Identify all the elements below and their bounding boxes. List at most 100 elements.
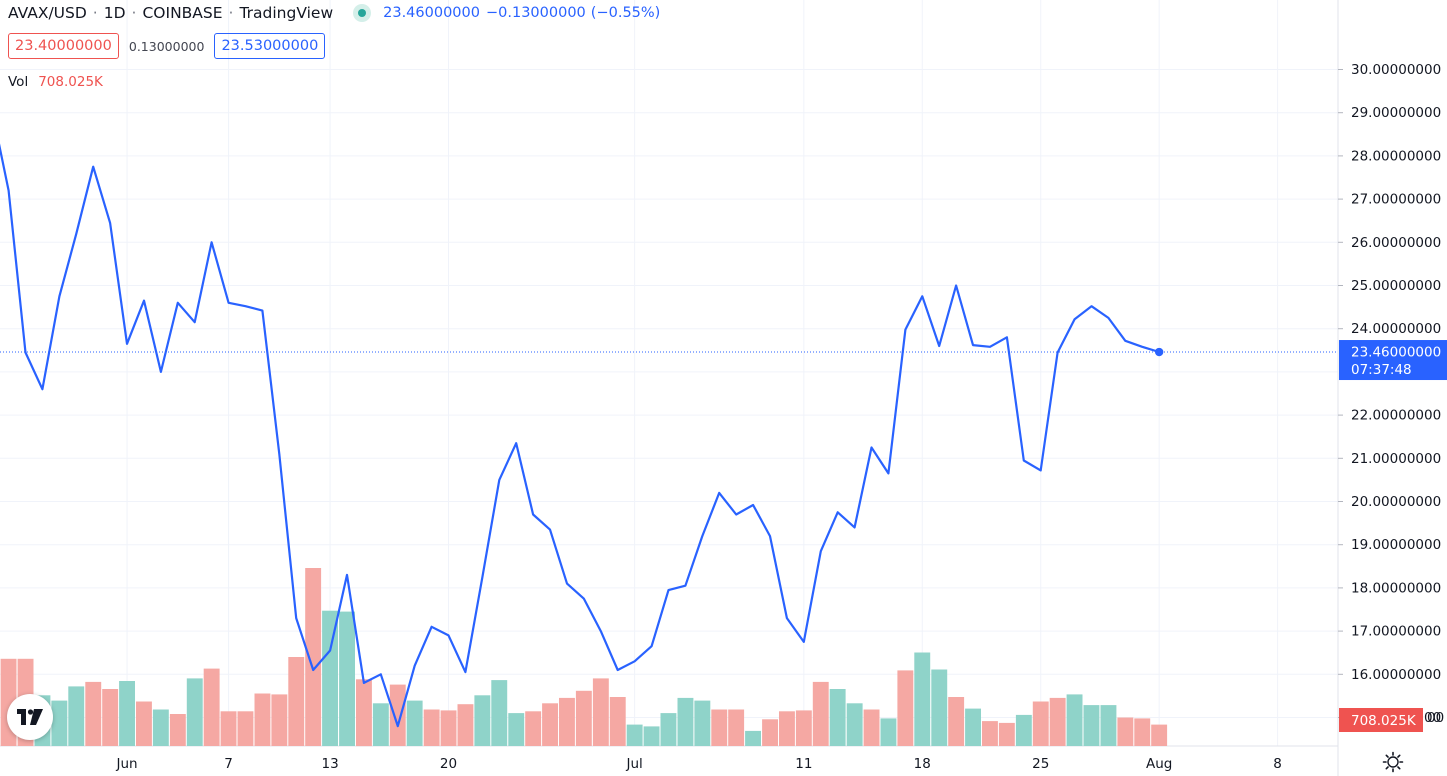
volume-bar <box>186 678 203 746</box>
volume-bar <box>1134 718 1151 746</box>
volume-bar <box>406 700 423 746</box>
volume-bar <box>356 679 372 747</box>
time-axis: Jun 7 13 20 Jul 11 18 25 Aug 8 <box>115 756 1281 772</box>
price-tick-label: 30.00000000 <box>1351 62 1441 78</box>
price-tick-label: 29.00000000 <box>1351 105 1441 121</box>
volume-bar <box>643 726 660 746</box>
volume-bar <box>169 714 186 746</box>
volume-legend: Vol 708.025K <box>8 74 103 90</box>
volume-bar <box>1032 701 1049 746</box>
price-change-percent: (−0.55%) <box>590 5 661 21</box>
volume-bar <box>542 703 558 746</box>
volume-bar <box>711 709 728 746</box>
price-tick-label: 20.00000000 <box>1351 494 1441 510</box>
volume-tag-bg <box>1339 708 1423 732</box>
time-tick-label: 25 <box>1032 756 1049 772</box>
time-tick-label: 13 <box>321 756 338 772</box>
price-change: −0.13000000 <box>486 5 586 21</box>
time-tick-label: 8 <box>1273 756 1282 772</box>
price-tick-label: 21.00000000 <box>1351 451 1441 467</box>
countdown-timer: 07:37:48 <box>1351 362 1412 378</box>
volume-bar <box>880 718 897 746</box>
price-tick-label: 22.00000000 <box>1351 408 1441 424</box>
volume-bar <box>389 684 406 746</box>
symbol-name[interactable]: AVAX/USD <box>8 4 87 22</box>
volume-bar <box>609 697 626 746</box>
time-tick-label: Jun <box>115 756 137 772</box>
volume-label: Vol <box>8 74 29 90</box>
time-tick-label: 11 <box>795 756 812 772</box>
volume-bar <box>136 701 152 746</box>
volume-bar <box>474 695 491 746</box>
price-axis: 15.0000000016.0000000017.0000000018.0000… <box>1338 62 1441 726</box>
volume-bar <box>85 681 102 746</box>
volume-bar <box>220 711 237 746</box>
volume-bar <box>102 689 119 746</box>
volume-bar <box>592 678 609 746</box>
volume-tag-value: 708.025K <box>1351 713 1417 729</box>
time-tick-label: Jul <box>625 756 642 772</box>
volume-bar <box>575 690 592 746</box>
price-tick-label: 28.00000000 <box>1351 148 1441 164</box>
volume-bar <box>829 689 846 746</box>
volume-bar <box>948 697 965 746</box>
volume-bar <box>559 697 575 746</box>
volume-bar <box>694 700 711 746</box>
price-tick-label: 26.00000000 <box>1351 235 1441 251</box>
volume-bar <box>965 708 981 746</box>
volume-bar <box>914 652 931 746</box>
market-status-icon[interactable] <box>353 4 372 22</box>
ask-price[interactable]: 23.53000000 <box>214 33 326 59</box>
grid <box>0 0 1338 746</box>
price-tick-label-partial: 00 <box>1427 710 1444 726</box>
volume-bar <box>998 722 1015 746</box>
interval-label[interactable]: 1D <box>103 4 126 22</box>
bid-price[interactable]: 23.40000000 <box>8 33 119 59</box>
spread-value: 0.13000000 <box>128 38 205 54</box>
volume-bar <box>508 713 525 746</box>
time-tick-label: Aug <box>1146 756 1172 772</box>
volume-bar <box>68 686 85 746</box>
volume-value: 708.025K <box>38 74 103 90</box>
time-tick-label: 18 <box>914 756 931 772</box>
volume-bar <box>152 709 169 746</box>
price-tick-label: 24.00000000 <box>1351 321 1441 337</box>
exchange-label: COINBASE <box>142 4 223 22</box>
volume-bar <box>812 681 829 746</box>
last-price-tag-bg <box>1339 340 1447 381</box>
volume-bar <box>271 694 288 746</box>
last-price-tag-value: 23.46000000 <box>1351 345 1441 361</box>
volume-bars <box>0 568 1168 747</box>
volume-bar <box>863 709 880 746</box>
symbol-legend: AVAX/USD · 1D · COINBASE · TradingView 2… <box>8 4 661 22</box>
price-tick-label: 27.00000000 <box>1351 192 1441 208</box>
volume-bar <box>660 713 677 746</box>
volume-bar <box>254 693 271 746</box>
volume-bar <box>1100 705 1117 746</box>
volume-bar <box>1151 724 1168 746</box>
volume-bar <box>745 730 761 746</box>
volume-bar <box>491 680 508 746</box>
volume-bar <box>119 681 135 746</box>
gear-icon[interactable] <box>1382 751 1404 773</box>
volume-bar <box>423 709 440 746</box>
volume-bar <box>288 657 305 746</box>
price-tick-label: 18.00000000 <box>1351 580 1441 596</box>
volume-bar <box>1015 714 1032 746</box>
last-price-dot <box>1154 347 1164 357</box>
volume-bar <box>1066 694 1083 746</box>
volume-bar <box>931 669 948 746</box>
volume-bar <box>237 711 254 746</box>
price-tick-label: 19.00000000 <box>1351 537 1441 553</box>
volume-bar <box>982 721 998 746</box>
tradingview-logo-icon[interactable] <box>7 694 53 740</box>
volume-bar <box>626 724 643 746</box>
price-tick-label: 25.00000000 <box>1351 278 1441 294</box>
volume-bar <box>795 710 812 746</box>
volume-bar <box>339 611 355 746</box>
price-line <box>0 143 1160 728</box>
volume-bar <box>1117 717 1134 746</box>
volume-bar <box>322 610 338 746</box>
